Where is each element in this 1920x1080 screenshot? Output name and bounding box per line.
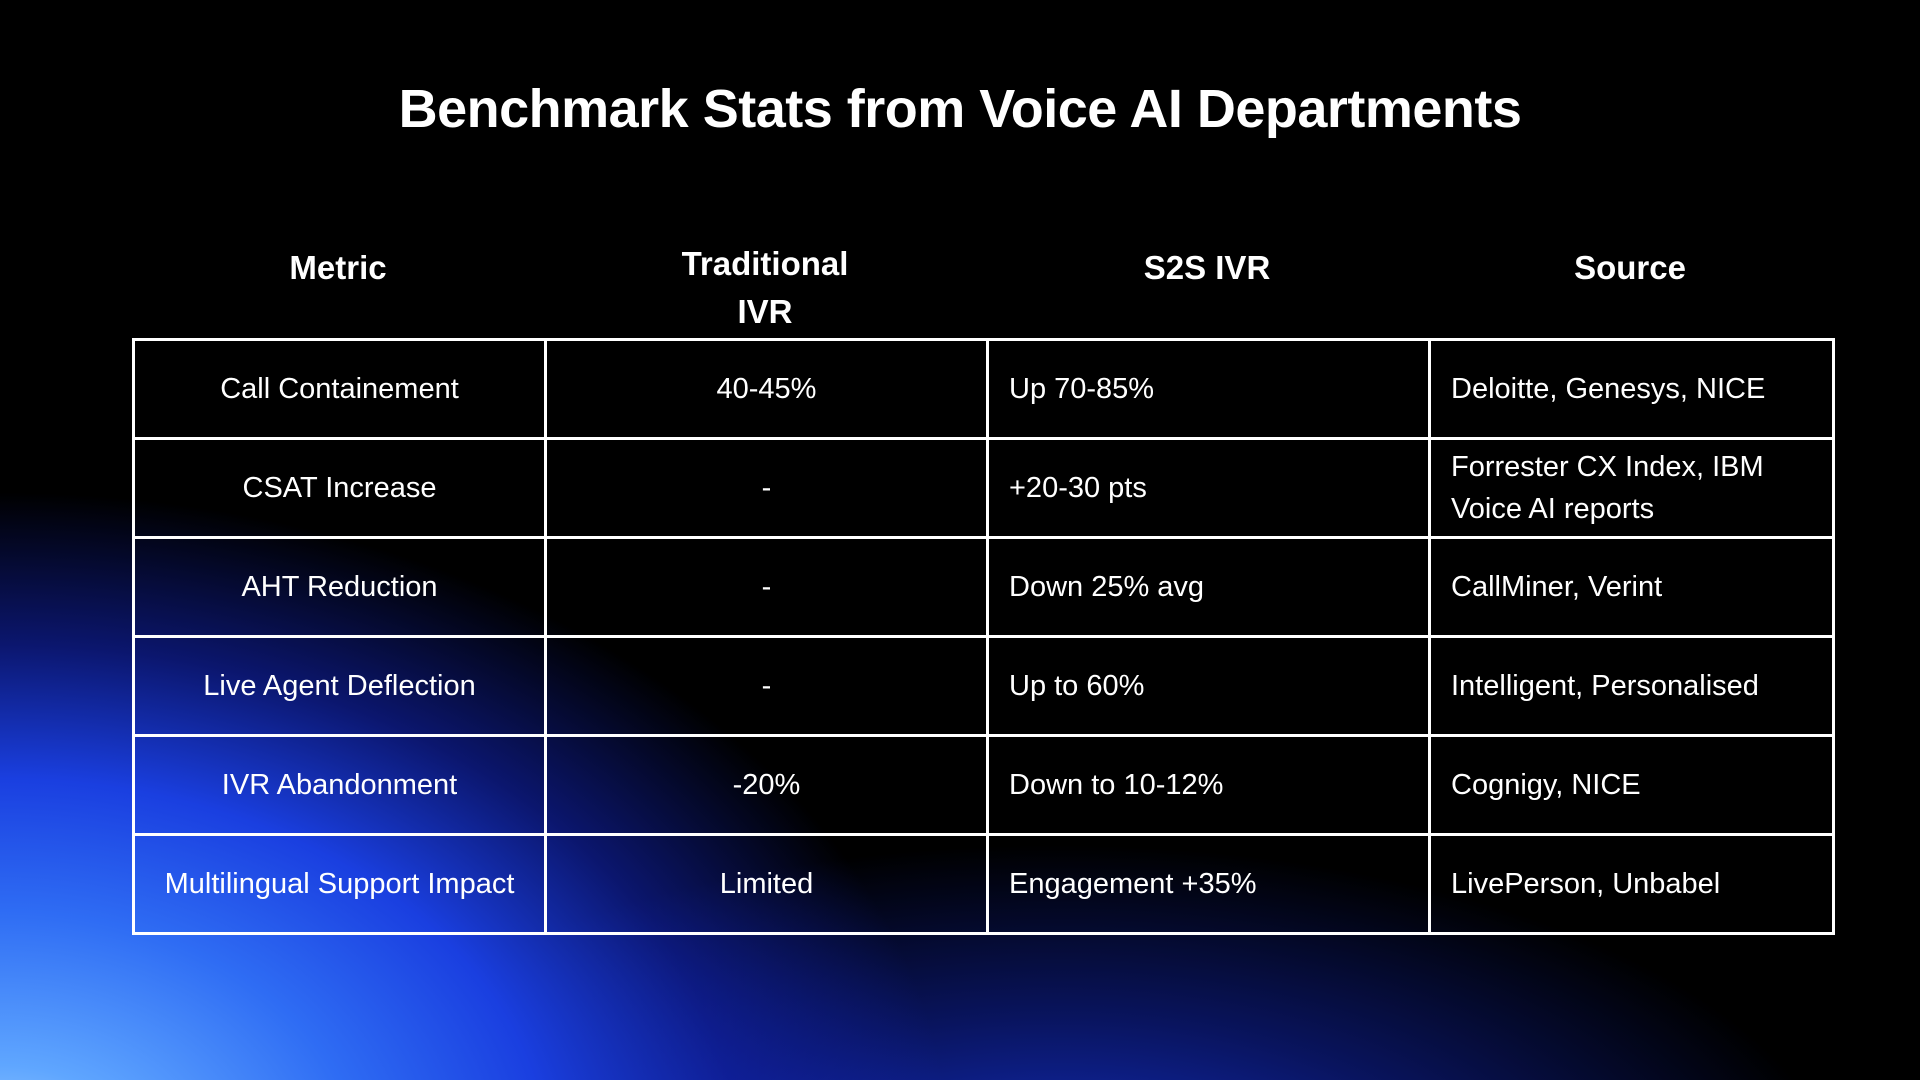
metric-cell: CSAT Increase	[132, 437, 547, 539]
traditional-ivr-cell: 40-45%	[544, 338, 989, 440]
table-row: Multilingual Support Impact Limited Enga…	[132, 833, 1835, 935]
column-header-metric: Metric	[289, 249, 387, 286]
column-header-source: Source	[1574, 249, 1686, 286]
table-header-row: Metric Traditional IVR S2S IVR Source	[132, 240, 1832, 336]
s2s-ivr-cell: Engagement +35%	[986, 833, 1431, 935]
metric-cell: Call Containement	[132, 338, 547, 440]
table-row: CSAT Increase - +20-30 pts Forrester CX …	[132, 437, 1835, 539]
table-row: Live Agent Deflection - Up to 60% Intell…	[132, 635, 1835, 737]
source-cell: CallMiner, Verint	[1428, 536, 1835, 638]
source-cell: LivePerson, Unbabel	[1428, 833, 1835, 935]
s2s-ivr-cell: Down to 10-12%	[986, 734, 1431, 836]
benchmark-table: Call Containement 40-45% Up 70-85% Deloi…	[132, 338, 1835, 935]
slide-title: Benchmark Stats from Voice AI Department…	[398, 79, 1522, 139]
s2s-ivr-cell: Up to 60%	[986, 635, 1431, 737]
table-row: AHT Reduction - Down 25% avg CallMiner, …	[132, 536, 1835, 638]
metric-cell: IVR Abandonment	[132, 734, 547, 836]
s2s-ivr-cell: Down 25% avg	[986, 536, 1431, 638]
source-cell: Forrester CX Index, IBM Voice AI reports	[1428, 437, 1835, 539]
source-cell: Cognigy, NICE	[1428, 734, 1835, 836]
traditional-ivr-cell: -	[544, 437, 989, 539]
traditional-ivr-cell: -20%	[544, 734, 989, 836]
traditional-ivr-cell: -	[544, 635, 989, 737]
s2s-ivr-cell: Up 70-85%	[986, 338, 1431, 440]
column-header-traditional-ivr-label: Traditional IVR	[681, 245, 849, 330]
column-header-traditional-ivr: Traditional IVR	[544, 240, 986, 336]
source-cell: Deloitte, Genesys, NICE	[1428, 338, 1835, 440]
traditional-ivr-cell: Limited	[544, 833, 989, 935]
column-header-s2s-ivr: S2S IVR	[1143, 249, 1271, 286]
s2s-ivr-cell: +20-30 pts	[986, 437, 1431, 539]
metric-cell: Live Agent Deflection	[132, 635, 547, 737]
metric-cell: AHT Reduction	[132, 536, 547, 638]
table-row: Call Containement 40-45% Up 70-85% Deloi…	[132, 338, 1835, 440]
traditional-ivr-cell: -	[544, 536, 989, 638]
source-cell: Intelligent, Personalised	[1428, 635, 1835, 737]
table-row: IVR Abandonment -20% Down to 10-12% Cogn…	[132, 734, 1835, 836]
metric-cell: Multilingual Support Impact	[132, 833, 547, 935]
